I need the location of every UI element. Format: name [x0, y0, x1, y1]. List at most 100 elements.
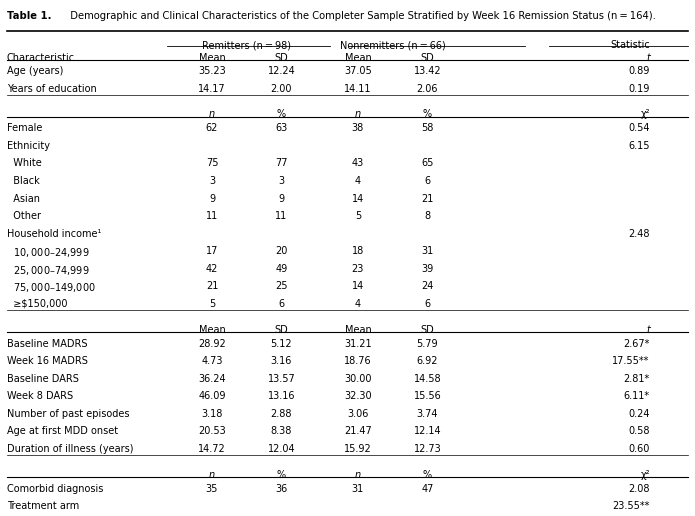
Text: 31: 31	[352, 483, 364, 494]
Text: 20: 20	[275, 246, 288, 256]
Text: Statistic: Statistic	[610, 40, 650, 50]
Text: 15.92: 15.92	[344, 444, 372, 454]
Text: Age at first MDD onset: Age at first MDD onset	[7, 426, 118, 437]
Text: 6: 6	[279, 299, 284, 309]
Text: 14.17: 14.17	[198, 84, 226, 93]
Text: Asian: Asian	[7, 194, 40, 203]
Text: Duration of illness (years): Duration of illness (years)	[7, 444, 133, 454]
Text: 6.92: 6.92	[417, 356, 438, 366]
Text: 77: 77	[275, 158, 288, 168]
Text: 13.42: 13.42	[414, 66, 441, 76]
Text: 3.16: 3.16	[271, 356, 292, 366]
Text: n: n	[209, 109, 215, 119]
Text: ≥$150,000: ≥$150,000	[7, 299, 67, 309]
Text: 49: 49	[275, 264, 288, 273]
Text: 15.56: 15.56	[414, 391, 441, 401]
Text: 5.79: 5.79	[416, 338, 439, 349]
Text: 30.00: 30.00	[344, 374, 372, 384]
Text: Mean: Mean	[345, 53, 371, 62]
Text: n: n	[355, 470, 361, 480]
Text: Baseline DARS: Baseline DARS	[7, 374, 79, 384]
Text: Demographic and Clinical Characteristics of the Completer Sample Stratified by W: Demographic and Clinical Characteristics…	[64, 11, 656, 21]
Text: 23.55**: 23.55**	[612, 501, 650, 511]
Text: 36: 36	[275, 483, 288, 494]
Text: t: t	[646, 53, 650, 62]
Text: Mean: Mean	[345, 325, 371, 335]
Text: 21: 21	[206, 281, 218, 291]
Text: 14.11: 14.11	[344, 84, 372, 93]
Text: Mean: Mean	[199, 53, 225, 62]
Text: 0.54: 0.54	[628, 123, 650, 133]
Text: SD: SD	[420, 53, 434, 62]
Text: 6: 6	[425, 176, 430, 186]
Text: SD: SD	[275, 53, 288, 62]
Text: 63: 63	[275, 123, 288, 133]
Text: 2.81*: 2.81*	[623, 374, 650, 384]
Text: Baseline MADRS: Baseline MADRS	[7, 338, 88, 349]
Text: 12.14: 12.14	[414, 426, 441, 437]
Text: 14.72: 14.72	[198, 444, 226, 454]
Text: t: t	[646, 325, 650, 335]
Text: 13.57: 13.57	[268, 374, 295, 384]
Text: 37.05: 37.05	[344, 66, 372, 76]
Text: 3.06: 3.06	[348, 409, 368, 419]
Text: Treatment arm: Treatment arm	[7, 501, 79, 511]
Text: 47: 47	[421, 483, 434, 494]
Text: 17: 17	[206, 246, 218, 256]
Text: 0.58: 0.58	[628, 426, 650, 437]
Text: 12.04: 12.04	[268, 444, 295, 454]
Text: 12.73: 12.73	[414, 444, 441, 454]
Text: 23: 23	[352, 264, 364, 273]
Text: 6.15: 6.15	[628, 141, 650, 151]
Text: 2.06: 2.06	[417, 84, 438, 93]
Text: White: White	[7, 158, 42, 168]
Text: 58: 58	[421, 123, 434, 133]
Text: 11: 11	[206, 211, 218, 221]
Text: Nonremitters (n = 66): Nonremitters (n = 66)	[340, 40, 445, 50]
Text: %: %	[423, 109, 432, 119]
Text: 31: 31	[421, 246, 434, 256]
Text: 3.18: 3.18	[202, 409, 222, 419]
Text: 2.08: 2.08	[628, 483, 650, 494]
Text: Characteristic: Characteristic	[7, 53, 75, 62]
Text: 6: 6	[425, 299, 430, 309]
Text: 43: 43	[352, 158, 364, 168]
Text: 62: 62	[206, 123, 218, 133]
Text: 42: 42	[206, 264, 218, 273]
Text: %: %	[423, 470, 432, 480]
Text: 4.73: 4.73	[202, 356, 222, 366]
Text: 31.21: 31.21	[344, 338, 372, 349]
Text: 21: 21	[421, 194, 434, 203]
Text: 8.38: 8.38	[271, 426, 292, 437]
Text: 2.88: 2.88	[271, 409, 292, 419]
Text: 32.30: 32.30	[344, 391, 372, 401]
Text: $10,000–$24,999: $10,000–$24,999	[7, 246, 90, 259]
Text: Black: Black	[7, 176, 40, 186]
Text: χ²: χ²	[640, 109, 650, 119]
Text: 46.09: 46.09	[198, 391, 226, 401]
Text: 0.19: 0.19	[628, 84, 650, 93]
Text: Other: Other	[7, 211, 41, 221]
Text: 75: 75	[206, 158, 218, 168]
Text: Remitters (n = 98): Remitters (n = 98)	[202, 40, 291, 50]
Text: 14: 14	[352, 281, 364, 291]
Text: SD: SD	[275, 325, 288, 335]
Text: Number of past episodes: Number of past episodes	[7, 409, 129, 419]
Text: 65: 65	[421, 158, 434, 168]
Text: 38: 38	[352, 123, 364, 133]
Text: Years of education: Years of education	[7, 84, 97, 93]
Text: 8: 8	[425, 211, 430, 221]
Text: 14: 14	[352, 194, 364, 203]
Text: 25: 25	[275, 281, 288, 291]
Text: 28.92: 28.92	[198, 338, 226, 349]
Text: 20.53: 20.53	[198, 426, 226, 437]
Text: 18: 18	[352, 246, 364, 256]
Text: 35: 35	[206, 483, 218, 494]
Text: 6.11*: 6.11*	[623, 391, 650, 401]
Text: 11: 11	[275, 211, 288, 221]
Text: 35.23: 35.23	[198, 66, 226, 76]
Text: Female: Female	[7, 123, 42, 133]
Text: 3: 3	[209, 176, 215, 186]
Text: %: %	[277, 470, 286, 480]
Text: Mean: Mean	[199, 325, 225, 335]
